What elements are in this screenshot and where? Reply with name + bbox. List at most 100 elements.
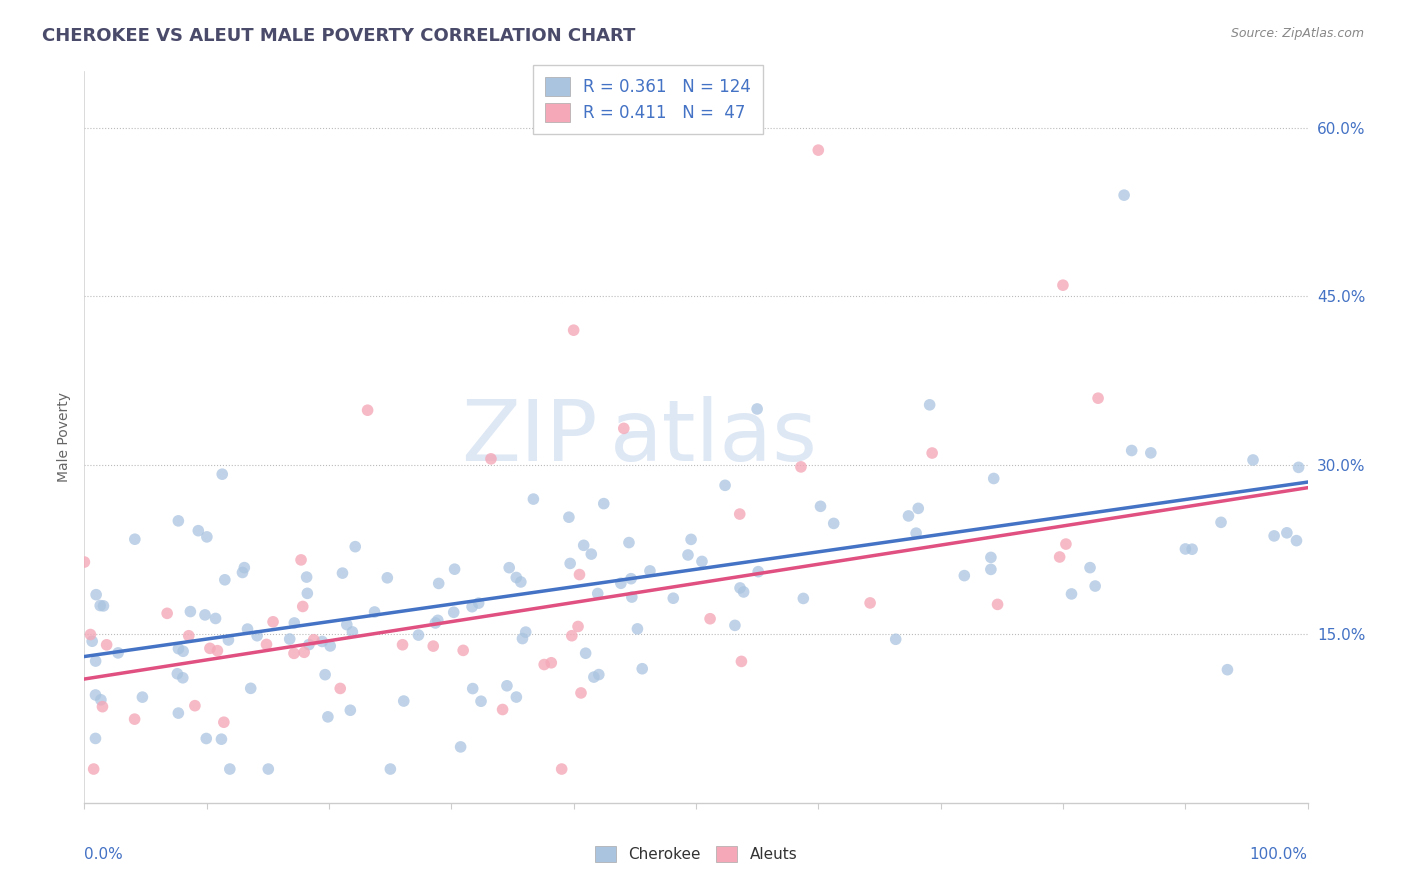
Point xyxy=(167,706,190,720)
Point xyxy=(195,731,218,746)
Point xyxy=(166,666,188,681)
Point xyxy=(342,624,364,639)
Point xyxy=(522,492,544,507)
Point xyxy=(582,670,605,684)
Point xyxy=(567,619,589,633)
Point xyxy=(733,585,755,599)
Point xyxy=(314,667,336,681)
Point xyxy=(329,681,352,696)
Point xyxy=(728,507,751,521)
Point xyxy=(714,478,737,492)
Point xyxy=(89,599,111,613)
Point xyxy=(82,634,104,648)
Text: 0.0%: 0.0% xyxy=(84,847,124,862)
Point xyxy=(172,644,194,658)
Point xyxy=(316,710,339,724)
Text: Source: ZipAtlas.com: Source: ZipAtlas.com xyxy=(1230,27,1364,40)
Point xyxy=(194,607,217,622)
Point xyxy=(568,567,591,582)
Point xyxy=(344,540,367,554)
Point xyxy=(491,702,513,716)
Point xyxy=(505,570,527,584)
Point xyxy=(1216,663,1239,677)
Point xyxy=(907,501,929,516)
Point xyxy=(83,762,105,776)
Point xyxy=(184,698,207,713)
Point xyxy=(498,560,520,574)
Point xyxy=(336,617,359,632)
Point xyxy=(426,613,449,627)
Point xyxy=(214,573,236,587)
Point xyxy=(167,514,190,528)
Point xyxy=(256,637,278,651)
Point xyxy=(292,645,315,659)
Point xyxy=(179,605,201,619)
Text: CHEROKEE VS ALEUT MALE POVERTY CORRELATION CHART: CHEROKEE VS ALEUT MALE POVERTY CORRELATI… xyxy=(42,27,636,45)
Point xyxy=(79,627,101,641)
Point xyxy=(792,591,814,606)
Point xyxy=(283,615,305,630)
Point xyxy=(278,632,301,646)
Y-axis label: Male Poverty: Male Poverty xyxy=(58,392,72,482)
Point xyxy=(212,715,235,730)
Point xyxy=(617,535,640,549)
Point xyxy=(91,699,114,714)
Point xyxy=(131,690,153,705)
Point xyxy=(425,615,447,630)
Point xyxy=(451,643,474,657)
Point xyxy=(1054,537,1077,551)
Point xyxy=(569,686,592,700)
Point xyxy=(461,681,484,696)
Point xyxy=(747,565,769,579)
Point xyxy=(728,581,751,595)
Point xyxy=(1263,529,1285,543)
Point xyxy=(1241,453,1264,467)
Point xyxy=(631,662,654,676)
Point xyxy=(295,570,318,584)
Point xyxy=(217,632,239,647)
Point xyxy=(1285,533,1308,548)
Point xyxy=(610,576,633,591)
Point xyxy=(1049,549,1071,564)
Point xyxy=(638,564,661,578)
Point xyxy=(84,688,107,702)
Point xyxy=(588,667,610,681)
Text: ZIP: ZIP xyxy=(461,395,598,479)
Point xyxy=(676,548,699,562)
Point xyxy=(1181,542,1204,557)
Point xyxy=(470,694,492,708)
Point xyxy=(905,526,928,541)
Point xyxy=(983,471,1005,485)
Point xyxy=(810,500,832,514)
Point xyxy=(921,446,943,460)
Point xyxy=(790,459,813,474)
Point xyxy=(290,553,312,567)
Point xyxy=(533,657,555,672)
Point xyxy=(953,568,976,582)
Point xyxy=(575,646,598,660)
Point xyxy=(84,731,107,746)
Point xyxy=(73,555,96,569)
Point xyxy=(884,632,907,647)
Point xyxy=(84,654,107,668)
Point xyxy=(124,533,146,547)
Point xyxy=(461,599,484,614)
Point xyxy=(218,762,240,776)
Point xyxy=(897,508,920,523)
Point xyxy=(233,560,256,574)
Point xyxy=(1052,278,1074,293)
Point xyxy=(391,638,413,652)
Point xyxy=(339,703,361,717)
Point xyxy=(283,646,305,660)
Point xyxy=(177,629,200,643)
Point xyxy=(859,596,882,610)
Point xyxy=(747,401,769,416)
Point xyxy=(198,641,221,656)
Point xyxy=(443,605,465,619)
Point xyxy=(980,550,1002,565)
Point xyxy=(918,398,941,412)
Point xyxy=(986,598,1008,612)
Point xyxy=(586,586,609,600)
Point xyxy=(239,681,262,696)
Point xyxy=(1078,560,1101,574)
